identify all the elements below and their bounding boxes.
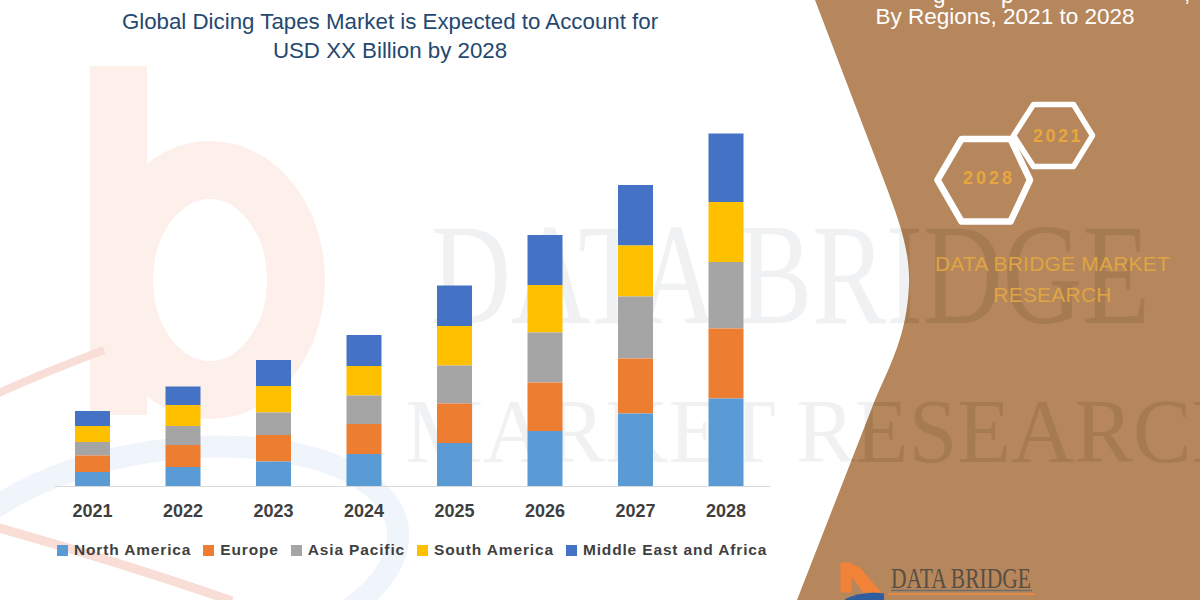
svg-text:DATA BRIDGE: DATA BRIDGE (891, 561, 1031, 594)
